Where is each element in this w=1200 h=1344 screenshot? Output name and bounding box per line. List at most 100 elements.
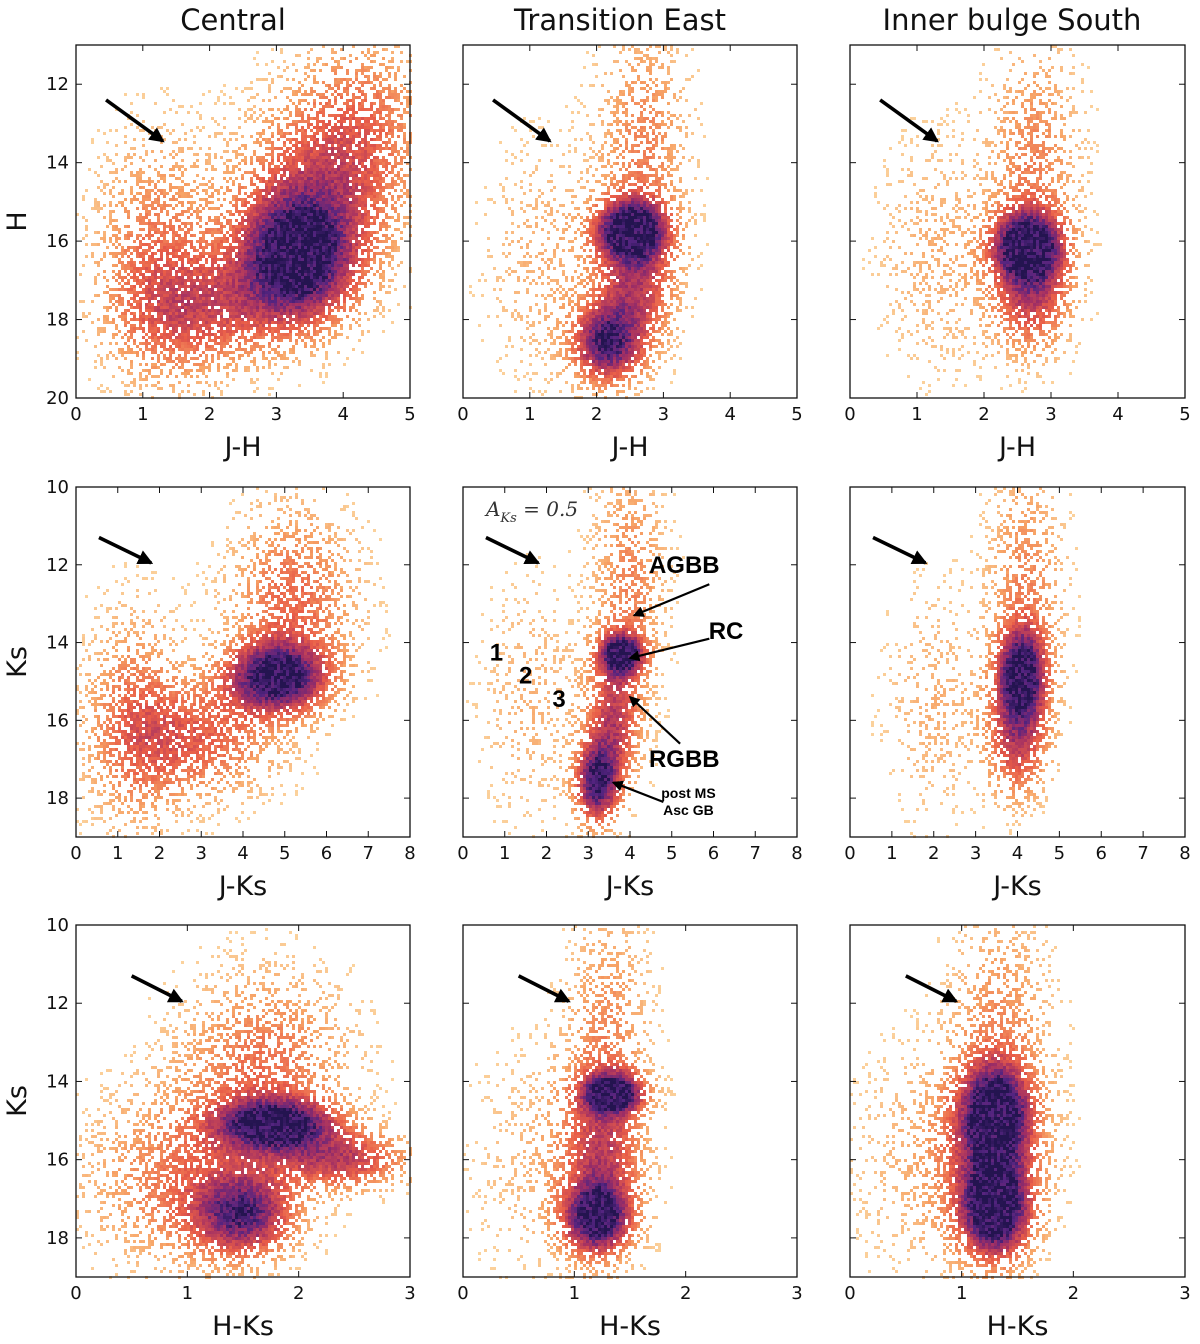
y-tick-label: 18 [46,310,69,331]
x-tick-label: 2 [591,404,602,425]
x-tick-label: 3 [1179,1283,1190,1304]
y-axis-label: H [2,211,33,231]
x-tick-label: 7 [750,843,761,864]
y-tick-label: 10 [46,477,69,498]
reddening-vector-arrow [99,538,151,563]
y-tick-label: 16 [46,1150,69,1171]
density-heatmap [862,45,1102,396]
density-heatmap [76,45,412,399]
y-tick-label: 16 [46,231,69,252]
annotation-post-ms-line: post MS [661,785,715,801]
x-tick-label: 2 [204,404,215,425]
x-axis-label: H-Ks [212,1311,274,1342]
x-tick-label: 1 [569,1283,580,1304]
sequence-label-3: 3 [552,686,565,713]
x-tick-label: 3 [658,404,669,425]
x-tick-label: 4 [1112,404,1123,425]
x-tick-label: 7 [363,843,374,864]
x-axis-label: H-Ks [987,1311,1049,1342]
x-tick-label: 3 [791,1283,802,1304]
density-heatmap [463,925,676,1279]
cmd-panel-2-1: 0 1 2 3H-Ks [457,925,802,1342]
x-tick-label: 2 [154,843,165,864]
cmd-figure: Central Transition East Inner bulge Sout… [0,0,1200,1344]
x-tick-label: 6 [708,843,719,864]
y-tick-label: 18 [46,788,69,809]
x-axis-label: J-H [997,432,1036,463]
x-tick-label: 0 [70,1283,81,1304]
x-tick-label: 3 [583,843,594,864]
reddening-vector-arrow [880,100,937,141]
x-tick-label: 1 [886,843,897,864]
x-tick-label: 1 [911,404,922,425]
aks-label: AKs = 0.5 [484,497,578,526]
x-tick-label: 8 [791,843,802,864]
x-tick-label: 4 [1012,843,1023,864]
x-axis-label: J-Ks [604,871,655,902]
y-tick-label: 16 [46,710,69,731]
x-tick-label: 3 [404,1283,415,1304]
x-tick-label: 1 [499,843,510,864]
annotation-post-ms-line: Asc GB [663,802,714,818]
y-tick-label: 12 [46,993,69,1014]
x-axis-label: H-Ks [599,1311,661,1342]
x-tick-label: 2 [978,404,989,425]
x-tick-label: 0 [457,404,468,425]
x-tick-label: 4 [237,843,248,864]
reddening-vector-arrow [873,538,925,563]
cmd-panel-0-2: 0 1 2 3 4 5J-H [844,45,1190,463]
x-tick-label: 0 [844,1283,855,1304]
y-tick-label: 12 [46,74,69,95]
y-tick-label: 12 [46,555,69,576]
x-tick-label: 4 [337,404,348,425]
annotation-agbb: AGBB [649,552,720,579]
x-tick-label: 5 [404,404,415,425]
y-axis-label: Ks [2,1085,33,1117]
density-heatmap [850,925,1081,1279]
title-transition-east: Transition East [513,3,726,37]
reddening-vector-arrow [106,100,163,141]
x-tick-label: 5 [666,843,677,864]
x-tick-label: 0 [844,843,855,864]
x-tick-label: 4 [624,843,635,864]
x-tick-label: 6 [321,843,332,864]
cmd-panel-0-1: 0 1 2 3 4 5J-H [457,45,802,463]
cmd-panel-2-2: 0 1 2 3H-Ks [844,925,1190,1342]
y-tick-label: 14 [46,1071,69,1092]
density-heatmap [871,487,1081,838]
x-tick-label: 2 [541,843,552,864]
x-tick-label: 1 [524,404,535,425]
x-axis-label: J-H [222,432,261,463]
y-tick-label: 10 [46,915,69,936]
x-tick-label: 0 [70,843,81,864]
y-tick-label: 18 [46,1228,69,1249]
x-tick-label: 3 [970,843,981,864]
x-tick-label: 2 [1068,1283,1079,1304]
y-axis-label: Ks [2,646,33,678]
x-tick-label: 2 [928,843,939,864]
annotation-rgbb: RGBB [649,746,720,773]
x-tick-label: 5 [1179,404,1190,425]
x-axis-label: J-Ks [991,871,1042,902]
x-tick-label: 8 [1179,843,1190,864]
y-tick-label: 14 [46,633,69,654]
sequence-label-1: 1 [490,639,503,666]
x-tick-label: 3 [271,404,282,425]
x-tick-label: 5 [279,843,290,864]
x-tick-label: 5 [1054,843,1065,864]
density-heatmap [76,928,412,1279]
title-central: Central [180,3,286,37]
y-tick-label: 20 [46,388,69,409]
x-tick-label: 2 [680,1283,691,1304]
x-tick-label: 3 [1045,404,1056,425]
x-tick-label: 8 [404,843,415,864]
reddening-vector-arrow [132,976,182,1001]
x-tick-label: 1 [182,1283,193,1304]
annotation-rc: RC [709,618,744,645]
x-tick-label: 6 [1096,843,1107,864]
cmd-panel-1-2: 0 1 2 3 4 5 6 7 8J-Ks [844,487,1190,902]
x-axis-label: J-H [609,432,648,463]
